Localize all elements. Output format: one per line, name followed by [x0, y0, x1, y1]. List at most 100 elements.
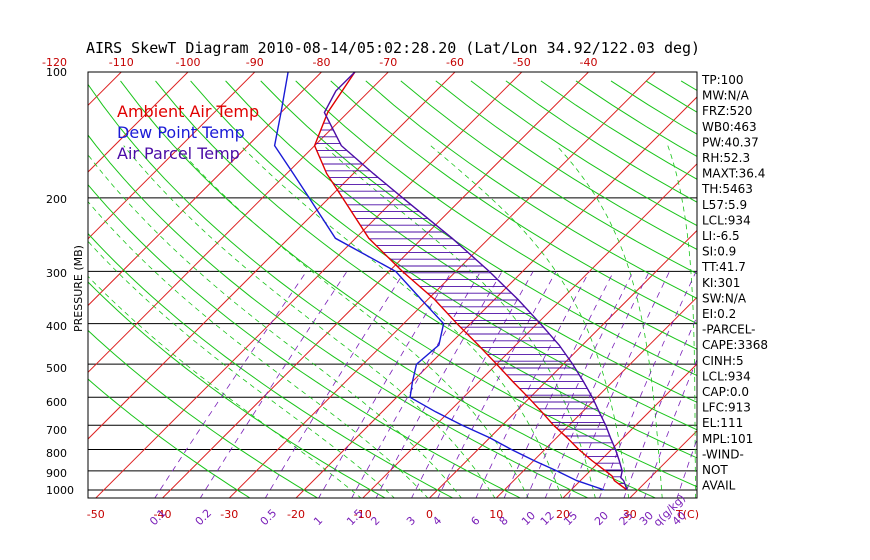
moist-adiabat-line — [240, 145, 563, 498]
top-temp-tick-label: -110 — [109, 56, 134, 69]
mixing-ratio-tick-label: 0.2 — [193, 507, 215, 529]
pressure-tick-label: 700 — [46, 424, 67, 437]
index-label: MPL:101 — [702, 432, 753, 446]
ambient-temp-line — [313, 72, 628, 491]
pressure-tick-label: 800 — [46, 447, 67, 460]
bottom-temp-tick-label: 0 — [426, 508, 433, 521]
index-label: LCL:934 — [702, 369, 751, 383]
dry-adiabat-line — [88, 134, 589, 498]
dry-adiabat-line — [435, 80, 697, 251]
y-axis-label: PRESSURE (MB) — [72, 245, 85, 332]
dry-adiabat-line — [88, 183, 522, 498]
mixing-ratio-tick-label: 1 — [311, 514, 325, 528]
mixing-ratio-tick-label: 8 — [497, 514, 511, 528]
index-label: L57:5.9 — [702, 198, 747, 212]
isotherm-line — [762, 63, 870, 499]
index-label: LFC:913 — [702, 401, 751, 415]
dry-adiabat-line — [190, 80, 697, 431]
mixing-ratio-tick-label: 20 — [592, 509, 611, 528]
index-label: TT:41.7 — [701, 260, 746, 274]
index-label: EI:0.2 — [702, 307, 736, 321]
dry-adiabat-line — [295, 80, 697, 350]
index-label: SI:0.9 — [702, 245, 736, 259]
bottom-temp-tick-label: -10 — [354, 508, 372, 521]
profile-lines — [273, 72, 628, 491]
legend-ambient: Ambient Air Temp — [117, 102, 259, 121]
top-temp-tick-label: -100 — [176, 56, 201, 69]
isotherm-line — [88, 72, 456, 440]
mixing-ratio-line — [568, 271, 670, 498]
pressure-tick-label: 400 — [46, 320, 67, 333]
dry-adiabat-line — [88, 378, 251, 498]
moist-adiabat-line — [323, 145, 596, 498]
top-temp-tick-label: -60 — [446, 56, 464, 69]
moist-adiabat-line — [667, 145, 696, 498]
isotherm-line — [161, 72, 590, 498]
pressure-tick-label: 200 — [46, 193, 67, 206]
cape-hatching — [315, 122, 625, 485]
legend-parcel: Air Parcel Temp — [117, 144, 240, 163]
dry-adiabat-line — [88, 83, 657, 498]
pressure-tick-label: 1000 — [46, 484, 74, 497]
index-label: CAPE:3368 — [702, 338, 768, 352]
index-label: LI:-6.5 — [702, 229, 740, 243]
plot-frame — [87, 71, 698, 499]
moist-adiabat-line — [88, 201, 429, 498]
x-axis-label: T(C) — [675, 508, 699, 521]
moist-adiabat-line — [88, 240, 395, 498]
dry-adiabat-line — [470, 80, 697, 227]
grid-lines — [88, 63, 870, 499]
isotherm-line — [95, 72, 523, 498]
index-label: RH:52.3 — [702, 151, 750, 165]
moist-adiabat-line — [88, 154, 462, 498]
dry-adiabat-line — [400, 80, 697, 275]
index-label: MAXT:36.4 — [702, 167, 765, 181]
mixing-ratio-line — [676, 438, 697, 498]
dry-adiabat-line — [88, 329, 319, 498]
index-label: AVAIL — [702, 479, 736, 493]
top-temp-tick-label: -80 — [313, 56, 331, 69]
index-label: EL:111 — [702, 416, 743, 430]
bottom-temp-tick-label: -20 — [287, 508, 305, 521]
dry-adiabat-line — [155, 80, 697, 459]
index-label: FRZ:520 — [702, 104, 752, 118]
pressure-tick-label: 300 — [46, 267, 67, 280]
isotherm-line — [88, 72, 256, 240]
top-temp-tick-label: -40 — [580, 56, 598, 69]
isotherm-line — [88, 72, 390, 374]
chart-title: AIRS SkewT Diagram 2010-08-14/05:02:28.2… — [86, 39, 700, 57]
index-label: MW:N/A — [702, 89, 750, 103]
index-label: -PARCEL- — [702, 323, 756, 337]
dry-adiabat-line — [225, 80, 697, 403]
isotherm-line — [295, 96, 697, 498]
mixing-ratio-tick-label: 3 — [404, 514, 418, 528]
index-label: KI:301 — [702, 276, 740, 290]
moist-adiabat-line — [175, 145, 529, 498]
index-label: CINH:5 — [702, 354, 744, 368]
index-label: WB0:463 — [702, 120, 757, 134]
bottom-temp-tick-label: -40 — [154, 508, 172, 521]
moist-adiabat-line — [556, 145, 663, 498]
pressure-tick-label: 900 — [46, 467, 67, 480]
isotherm-line — [362, 163, 697, 498]
mixing-ratio-line — [503, 271, 615, 498]
isotherm-line — [228, 72, 657, 498]
dry-adiabat-line — [88, 232, 454, 498]
index-label: LCL:934 — [702, 213, 751, 227]
pressure-tick-label: 500 — [46, 362, 67, 375]
mixing-ratio-tick-label: 2 — [368, 514, 382, 528]
mixing-ratio-line — [544, 271, 650, 498]
dry-adiabat-line — [120, 80, 697, 488]
top-temp-tick-label: -120 — [42, 56, 67, 69]
mixing-ratio-line — [199, 271, 348, 498]
bottom-temp-tick-label: 10 — [489, 508, 503, 521]
mixing-ratio-line — [643, 358, 697, 498]
mixing-ratio-line — [437, 271, 557, 498]
mixing-ratio-line — [264, 271, 405, 498]
bottom-temp-tick-label: -30 — [220, 508, 238, 521]
index-label: SW:N/A — [702, 291, 747, 305]
isotherm-line — [562, 363, 697, 498]
bottom-temp-tick-label: 30 — [623, 508, 637, 521]
